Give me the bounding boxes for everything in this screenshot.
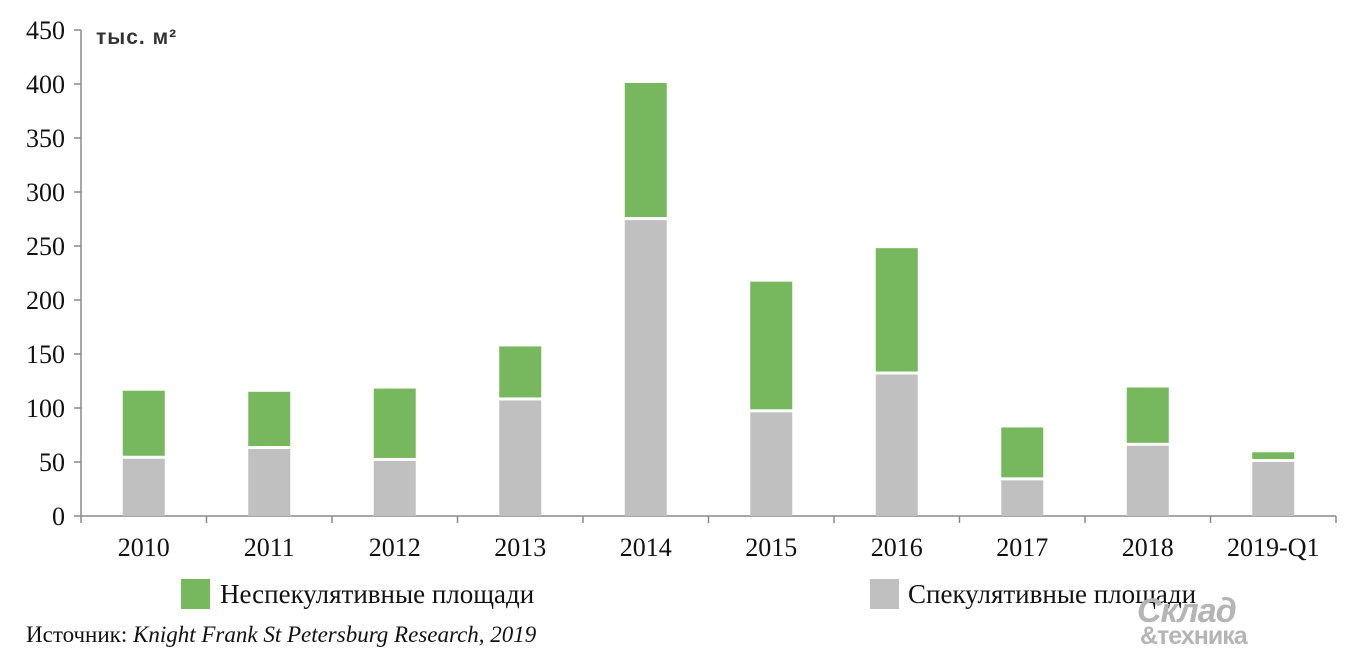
bar-speculative: [875, 374, 918, 516]
x-tick-label: 2010: [118, 533, 170, 562]
y-tick-label: 0: [52, 502, 65, 531]
bar-speculative: [373, 460, 416, 516]
y-tick-label: 400: [26, 70, 65, 99]
bar-speculative: [1126, 445, 1169, 516]
y-tick-label: 250: [26, 232, 65, 261]
bar-speculative: [499, 400, 542, 516]
source-text: Knight Frank St Petersburg Research, 201…: [132, 622, 537, 647]
bar-speculative: [1001, 480, 1044, 516]
bar-non-speculative: [373, 388, 416, 458]
watermark-line2: &техника: [1140, 622, 1248, 650]
legend-label: Неспекулятивные площади: [220, 579, 534, 609]
legend-swatch: [181, 579, 210, 609]
bar-non-speculative: [1001, 427, 1044, 478]
y-tick-label: 200: [26, 286, 65, 315]
y-tick-label: 300: [26, 178, 65, 207]
source-prefix: Источник:: [26, 622, 133, 647]
bar-non-speculative: [750, 281, 793, 410]
watermark-logo: Склад &техника: [1137, 592, 1342, 654]
x-tick-label: 2016: [871, 533, 923, 562]
x-tick-label: 2018: [1122, 533, 1174, 562]
y-tick-label: 350: [26, 124, 65, 153]
bar-speculative: [122, 458, 165, 516]
x-tick-label: 2014: [620, 533, 672, 562]
bar-speculative: [624, 220, 667, 516]
bar-non-speculative: [248, 391, 291, 447]
bar-non-speculative: [122, 390, 165, 456]
watermark-line1: Склад: [1137, 592, 1237, 630]
x-tick-label: 2012: [369, 533, 421, 562]
x-tick-label: 2017: [996, 533, 1048, 562]
bar-non-speculative: [624, 82, 667, 218]
y-tick-label: 450: [26, 16, 65, 45]
x-tick-label: 2011: [244, 533, 295, 562]
bar-speculative: [248, 449, 291, 516]
bar-speculative: [750, 412, 793, 516]
y-tick-label: 50: [39, 448, 65, 477]
bar-speculative: [1252, 462, 1295, 516]
legend-label: Спекулятивные площади: [908, 579, 1196, 609]
bar-non-speculative: [499, 346, 542, 398]
bar-non-speculative: [1252, 452, 1295, 459]
x-tick-label: 2015: [745, 533, 797, 562]
x-tick-label: 2019-Q1: [1227, 533, 1319, 562]
y-tick-label: 100: [26, 394, 65, 423]
y-tick-label: 150: [26, 340, 65, 369]
x-tick-label: 2013: [494, 533, 546, 562]
bar-non-speculative: [1126, 387, 1169, 443]
legend-swatch: [870, 579, 899, 609]
bar-non-speculative: [875, 248, 918, 372]
source-note: Источник: Knight Frank St Petersburg Res…: [26, 622, 536, 648]
unit-label: тыс. м²: [96, 26, 177, 49]
